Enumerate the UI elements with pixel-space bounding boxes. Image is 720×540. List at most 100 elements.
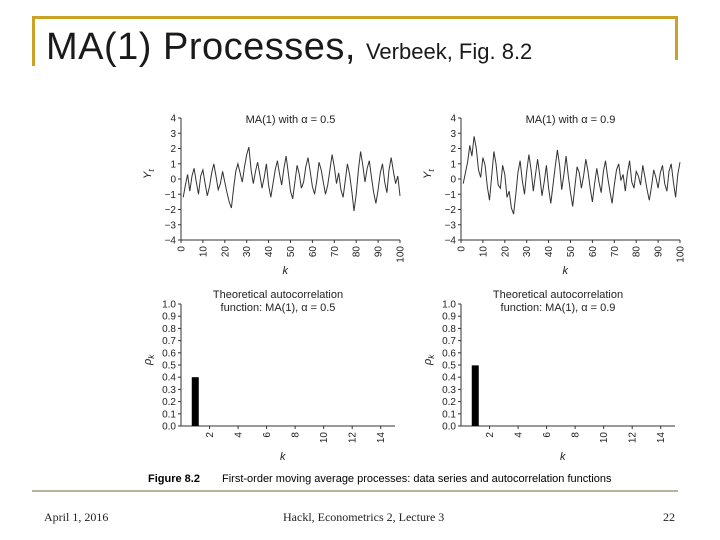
chart3-y-tick-label-6: 0.4 (442, 373, 456, 384)
chart2-y-tick-label-2: 0.8 (162, 324, 176, 335)
title-frame-left-rule (32, 16, 35, 66)
chart0-y-tick-label-1: 3 (170, 129, 176, 140)
chart2-y-tick-label-6: 0.4 (162, 373, 176, 384)
chart2-y-tick-label-10: 0.0 (162, 422, 176, 433)
chart1-y-axis-label: Yt (422, 169, 436, 179)
chart0-x-tick-label-1: 10 (198, 246, 209, 258)
chart2-x-tick-label-3: 8 (291, 432, 302, 438)
chart2-x-tick-label-4: 10 (319, 432, 330, 444)
figure-label: Figure 8.2 (148, 473, 200, 485)
chart3-x-tick-label-5: 12 (628, 432, 639, 444)
chart3-y-tick-label-0: 1.0 (442, 300, 456, 311)
chart3-y-tick-label-2: 0.8 (442, 324, 456, 335)
chart2-x-tick-label-0: 2 (205, 432, 216, 438)
chart2-x-axis-label: k (280, 451, 286, 463)
chart1-y-tick-label-1: 3 (450, 129, 456, 140)
chart1-x-tick-label-6: 60 (588, 246, 599, 258)
chart3-title-line-1: Theoretical autocorrelation (493, 289, 623, 301)
chart0-x-tick-label-6: 60 (308, 246, 319, 258)
chart0-y-tick-label-8: −4 (165, 236, 177, 247)
chart2-y-tick-label-4: 0.6 (162, 348, 176, 359)
chart2-x-tick-label-2: 6 (262, 432, 273, 438)
chart2-y-tick-label-8: 0.2 (162, 397, 176, 408)
chart2-y-tick-label-9: 0.1 (162, 409, 176, 420)
chart2-x-tick-label-1: 4 (234, 432, 245, 438)
chart2-y-tick-label-1: 0.9 (162, 312, 176, 323)
chart2-bar-1 (191, 377, 199, 426)
chart1-x-tick-label-7: 70 (610, 246, 621, 258)
chart3-y-tick-label-9: 0.1 (442, 409, 456, 420)
chart3-y-tick-label-8: 0.2 (442, 397, 456, 408)
chart3-y-tick-label-1: 0.9 (442, 312, 456, 323)
chart1-y-tick-label-2: 2 (450, 144, 456, 155)
chart1-x-tick-label-1: 10 (478, 246, 489, 258)
chart1-title: MA(1) with α = 0.9 (526, 114, 616, 126)
chart3-x-tick-label-4: 10 (599, 432, 610, 444)
figure-caption: First-order moving average processes: da… (222, 473, 612, 485)
chart1-x-tick-label-8: 80 (632, 246, 643, 258)
footer-lecture: Hackl, Econometrics 2, Lecture 3 (283, 510, 445, 524)
chart3-y-tick-label-4: 0.6 (442, 348, 456, 359)
chart3-x-tick-label-6: 14 (656, 432, 667, 444)
chart0-x-tick-label-3: 30 (242, 246, 253, 258)
chart3-x-tick-label-3: 8 (571, 432, 582, 438)
chart0-y-tick-label-7: −3 (165, 220, 177, 231)
chart2-y-axis-label: ρk (142, 354, 156, 366)
slide-title: MA(1) Processes, Verbeek, Fig. 8.2 (46, 26, 532, 69)
footer-rule (32, 490, 678, 492)
slide-title-main: MA(1) Processes, (46, 26, 356, 68)
chart3-y-tick-label-7: 0.3 (442, 385, 456, 396)
chart3-x-axis-label: k (560, 451, 566, 463)
chart0-x-tick-label-10: 100 (396, 246, 407, 263)
chart1-y-tick-label-7: −3 (445, 220, 457, 231)
chart0-y-tick-label-3: 1 (170, 159, 176, 170)
chart0-y-tick-label-0: 4 (170, 114, 176, 125)
chart3-bar-1 (471, 365, 479, 426)
chart1-x-tick-label-5: 50 (566, 246, 577, 258)
panel-acf-alpha-05: 1.00.90.80.70.6 0.50.40.30.20.1 0.0 2 4 6 8 10 1… (142, 289, 395, 463)
chart3-x-tick-label-1: 4 (514, 432, 525, 438)
footer-date: April 1, 2016 (44, 510, 109, 524)
chart0-y-tick-label-5: −1 (165, 190, 177, 201)
chart2-title-line-1: Theoretical autocorrelation (213, 289, 343, 301)
chart1-x-tick-label-2: 20 (500, 246, 511, 258)
chart2-x-tick-label-6: 14 (376, 432, 387, 444)
chart1-x-axis-label: k (563, 265, 569, 277)
chart1-x-tick-label-10: 100 (676, 246, 686, 263)
chart3-y-tick-label-3: 0.7 (442, 336, 456, 347)
footer-page-number: 22 (663, 510, 675, 524)
chart0-x-tick-label-9: 90 (374, 246, 385, 258)
chart1-x-tick-label-0: 0 (457, 246, 468, 252)
chart1-y-tick-label-6: −2 (445, 205, 457, 216)
title-frame-top-rule (32, 16, 678, 19)
title-frame-right-rule (675, 16, 678, 60)
chart3-y-tick-label-5: 0.5 (442, 361, 456, 372)
chart1-y-tick-label-8: −4 (445, 236, 457, 247)
chart3-x-tick-label-0: 2 (485, 432, 496, 438)
chart3-y-tick-label-10: 0.0 (442, 422, 456, 433)
chart2-y-tick-label-3: 0.7 (162, 336, 176, 347)
chart0-title: MA(1) with α = 0.5 (246, 114, 336, 126)
chart3-title-line-2: function: MA(1), α = 0.9 (501, 302, 616, 314)
chart1-y-tick-label-0: 4 (450, 114, 456, 125)
chart1-y-tick-label-3: 1 (450, 159, 456, 170)
chart0-y-axis-label: Yt (142, 169, 156, 179)
chart1-x-tick-label-9: 90 (654, 246, 665, 258)
chart1-y-tick-label-5: −1 (445, 190, 457, 201)
panel-acf-alpha-09: 1.00.90.80.70.6 0.50.40.30.20.1 0.0 2 4 6 8 10 1… (422, 289, 675, 463)
chart0-x-tick-label-5: 50 (286, 246, 297, 258)
chart0-series-line (182, 146, 401, 212)
chart1-x-tick-label-4: 40 (544, 246, 555, 258)
chart0-x-tick-label-2: 20 (220, 246, 231, 258)
chart3-x-tick-label-2: 6 (542, 432, 553, 438)
chart2-y-tick-label-0: 1.0 (162, 300, 176, 311)
slide-title-source: Verbeek, Fig. 8.2 (365, 39, 533, 64)
chart1-x-tick-label-3: 30 (522, 246, 533, 258)
chart0-y-tick-label-2: 2 (170, 144, 176, 155)
chart2-title-line-2: function: MA(1), α = 0.5 (221, 302, 336, 314)
chart0-x-axis-label: k (283, 265, 289, 277)
chart0-x-tick-label-8: 80 (352, 246, 363, 258)
